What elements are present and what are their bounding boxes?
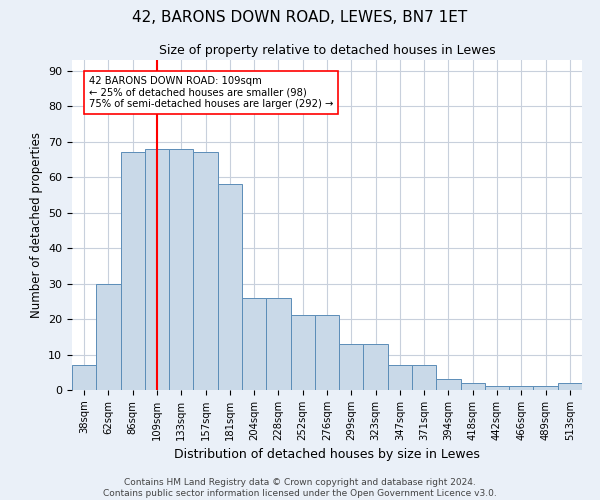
Bar bbox=[533, 386, 558, 390]
Bar bbox=[436, 380, 461, 390]
Bar bbox=[96, 284, 121, 390]
Bar bbox=[558, 383, 582, 390]
Bar bbox=[169, 148, 193, 390]
Bar bbox=[145, 148, 169, 390]
Text: 42 BARONS DOWN ROAD: 109sqm
← 25% of detached houses are smaller (98)
75% of sem: 42 BARONS DOWN ROAD: 109sqm ← 25% of det… bbox=[89, 76, 333, 109]
Bar bbox=[72, 365, 96, 390]
Bar bbox=[509, 386, 533, 390]
Bar bbox=[193, 152, 218, 390]
Bar bbox=[461, 383, 485, 390]
Bar bbox=[485, 386, 509, 390]
Bar bbox=[412, 365, 436, 390]
Bar bbox=[315, 316, 339, 390]
Text: 42, BARONS DOWN ROAD, LEWES, BN7 1ET: 42, BARONS DOWN ROAD, LEWES, BN7 1ET bbox=[133, 10, 467, 25]
Y-axis label: Number of detached properties: Number of detached properties bbox=[29, 132, 43, 318]
Bar bbox=[290, 316, 315, 390]
Text: Contains HM Land Registry data © Crown copyright and database right 2024.
Contai: Contains HM Land Registry data © Crown c… bbox=[103, 478, 497, 498]
Bar bbox=[218, 184, 242, 390]
Title: Size of property relative to detached houses in Lewes: Size of property relative to detached ho… bbox=[158, 44, 496, 58]
Bar bbox=[388, 365, 412, 390]
X-axis label: Distribution of detached houses by size in Lewes: Distribution of detached houses by size … bbox=[174, 448, 480, 462]
Bar bbox=[121, 152, 145, 390]
Bar bbox=[364, 344, 388, 390]
Bar bbox=[339, 344, 364, 390]
Bar bbox=[266, 298, 290, 390]
Bar bbox=[242, 298, 266, 390]
